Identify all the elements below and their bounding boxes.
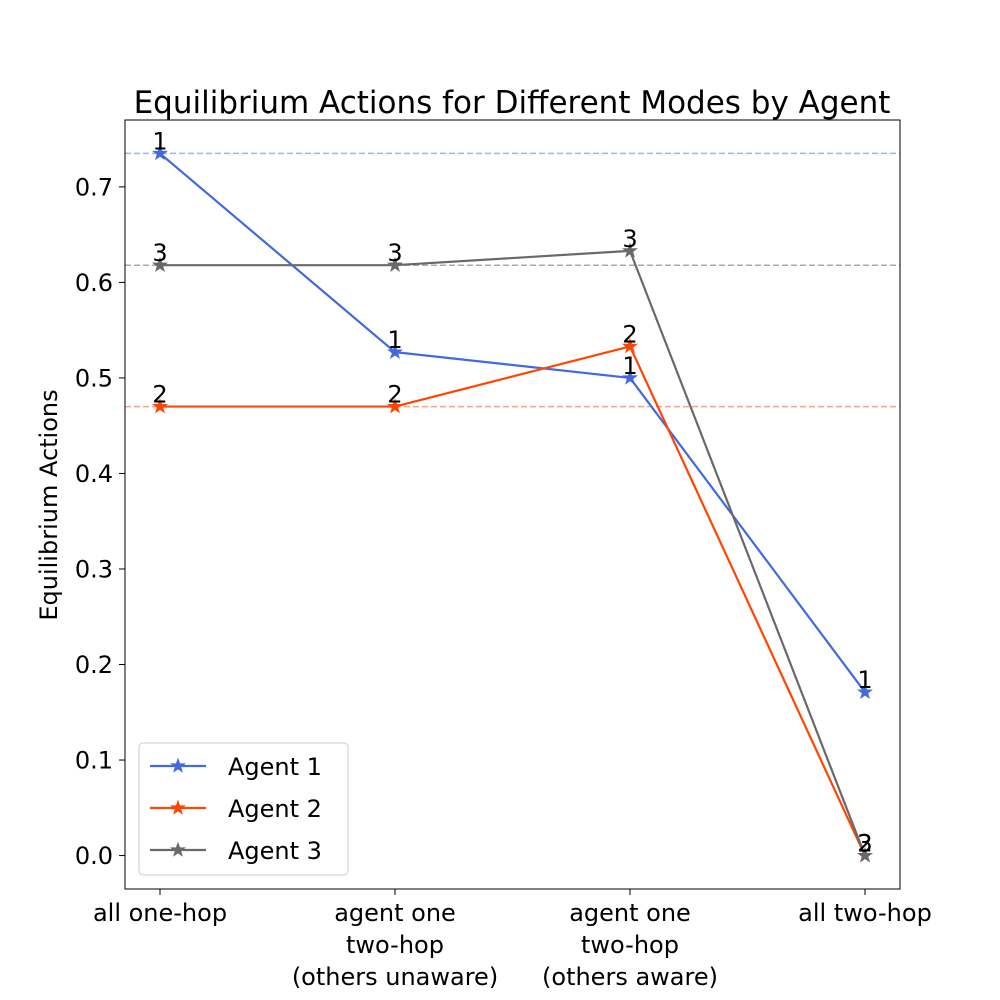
y-tick-label: 0.2 bbox=[75, 651, 113, 679]
data-point-agent-1 bbox=[622, 369, 638, 385]
legend-marker-agent-2 bbox=[170, 799, 186, 815]
y-tick-label: 0.4 bbox=[75, 460, 113, 488]
point-label-agent-3: 3 bbox=[152, 239, 167, 267]
plot-frame bbox=[124, 119, 901, 890]
data-point-agent-3 bbox=[152, 256, 168, 273]
point-label-agent-3: 3 bbox=[622, 225, 637, 253]
point-label-agent-3: 3 bbox=[857, 830, 872, 858]
y-tick-label: 0.1 bbox=[75, 747, 113, 775]
point-label-agent-2: 2 bbox=[622, 320, 637, 348]
data-point-agent-3 bbox=[387, 256, 403, 273]
legend-label-agent-1: Agent 1 bbox=[228, 753, 322, 781]
series-line-agent-1 bbox=[159, 152, 866, 693]
data-point-agent-2 bbox=[152, 398, 168, 414]
data-point-agent-2 bbox=[387, 398, 403, 414]
legend-label-agent-3: Agent 3 bbox=[228, 837, 322, 865]
y-tick-label: 0.5 bbox=[75, 364, 113, 392]
x-tick-label: all one-hop bbox=[93, 899, 227, 927]
series-line-agent-3 bbox=[160, 249, 867, 856]
y-tick-label: 0.3 bbox=[75, 555, 113, 583]
legend-label-agent-2: Agent 2 bbox=[228, 795, 322, 823]
x-tick-label: agent one two-hop (others unaware) bbox=[292, 899, 498, 991]
point-label-agent-1: 1 bbox=[387, 326, 402, 354]
point-label-agent-1: 1 bbox=[152, 127, 167, 155]
data-point-agent-1 bbox=[387, 343, 403, 359]
point-label-agent-2: 2 bbox=[387, 381, 402, 409]
y-tick-label: 0.7 bbox=[75, 173, 113, 201]
x-tick-label: agent one two-hop (others aware) bbox=[542, 899, 718, 991]
x-tick-label: all two-hop bbox=[798, 899, 932, 927]
legend-box bbox=[138, 742, 349, 876]
chart-title: Equilibrium Actions for Different Modes … bbox=[134, 85, 891, 121]
data-point-agent-1 bbox=[857, 683, 873, 700]
x-axis-ticks: all one-hop agent one two-hop (others unawa… bbox=[93, 889, 932, 991]
legend: Agent 1 Agent 2 Agent 3 bbox=[138, 742, 349, 876]
data-point-agent-1 bbox=[152, 145, 168, 161]
legend-marker-agent-1 bbox=[170, 757, 186, 773]
y-tick-label: 0.6 bbox=[75, 269, 113, 297]
series-lines bbox=[152, 145, 873, 863]
point-label-agent-1: 1 bbox=[622, 352, 637, 380]
legend-marker-agent-3 bbox=[170, 841, 186, 857]
y-axis-ticks: 0.0 0.1 0.2 0.3 0.4 0.5 0.6 0.7 bbox=[75, 173, 125, 870]
reference-lines bbox=[125, 152, 900, 408]
y-tick-label: 0.0 bbox=[75, 842, 113, 870]
data-point-agent-3 bbox=[622, 242, 638, 258]
series-line-agent-2 bbox=[160, 345, 866, 857]
point-label-agent-1: 1 bbox=[857, 666, 872, 694]
point-label-agent-3: 3 bbox=[387, 239, 402, 267]
point-label-agent-2: 2 bbox=[857, 830, 872, 858]
data-point-agent-3 bbox=[857, 847, 873, 863]
y-axis-label: Equilibrium Actions bbox=[35, 389, 63, 620]
data-point-agent-2 bbox=[622, 337, 638, 354]
point-label-agent-2: 2 bbox=[152, 381, 167, 409]
